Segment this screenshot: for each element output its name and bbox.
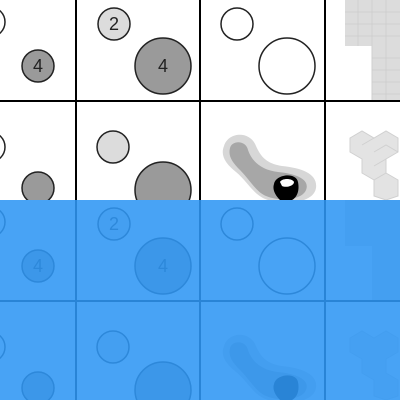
badge-two: 2 bbox=[109, 14, 119, 34]
light-circle bbox=[0, 134, 6, 160]
selection-overlay[interactable] bbox=[0, 200, 400, 400]
tile-grid bbox=[345, 0, 400, 101]
cell-r0c3 bbox=[345, 0, 400, 101]
blob-core-highlight bbox=[280, 179, 294, 187]
mid-circle bbox=[21, 49, 55, 83]
mid-circle bbox=[134, 161, 192, 200]
mid-circle bbox=[134, 37, 192, 95]
cell-r1c2 bbox=[222, 134, 317, 200]
cell-r0c1: 2 4 bbox=[97, 7, 192, 95]
cell-r1c0 bbox=[0, 134, 55, 200]
light-circle bbox=[97, 7, 131, 41]
badge-four: 4 bbox=[158, 56, 168, 76]
mid-circle bbox=[21, 171, 55, 200]
light-circle bbox=[0, 9, 6, 35]
badge-four: 4 bbox=[33, 56, 43, 76]
cell-r1c1 bbox=[96, 130, 192, 200]
cell-r0c2 bbox=[220, 7, 316, 95]
outline-circle-small bbox=[220, 7, 254, 41]
outline-circle-large bbox=[258, 37, 316, 95]
light-circle bbox=[96, 130, 130, 164]
hex-cluster-lines bbox=[361, 137, 399, 181]
cell-r0c0: 4 bbox=[0, 9, 55, 83]
cell-r1c3 bbox=[349, 130, 399, 200]
